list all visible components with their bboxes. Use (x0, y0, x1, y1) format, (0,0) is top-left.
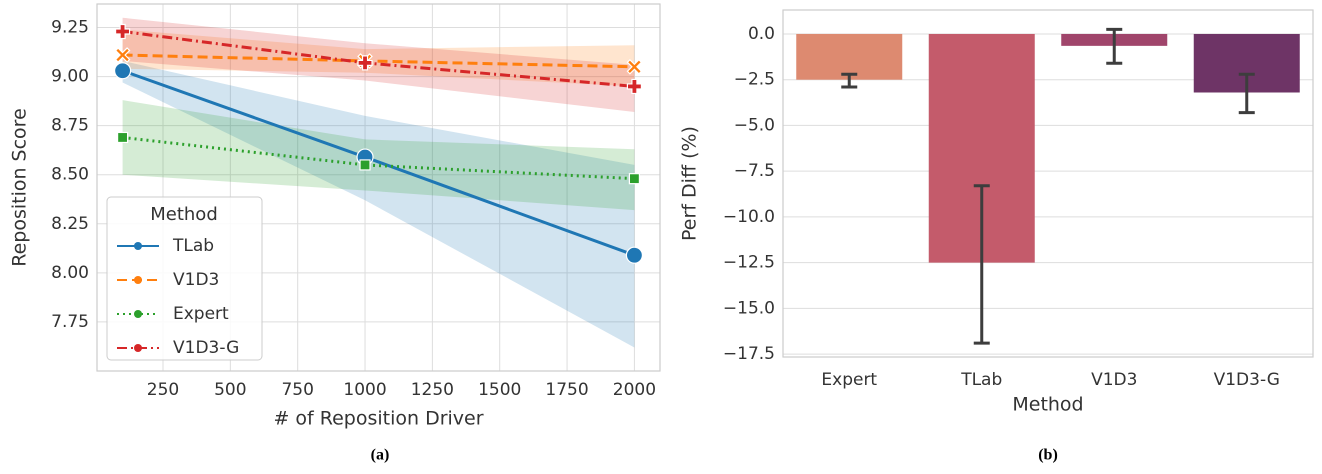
marker (626, 78, 643, 95)
y-tick-label: −2.5 (734, 70, 775, 90)
marker (626, 58, 643, 75)
y-tick-label: 9.00 (51, 67, 89, 87)
x-axis-label: Method (1012, 394, 1083, 416)
marker (359, 159, 371, 171)
y-tick-label: 9.25 (51, 18, 89, 38)
y-tick-label: 8.75 (51, 116, 89, 136)
legend-label: Expert (173, 304, 229, 324)
marker (625, 246, 644, 264)
caption: (b) (1038, 447, 1058, 464)
plot-frame (782, 9, 1314, 358)
legend-label: V1D3 (173, 270, 219, 290)
legend-label: V1D3-G (173, 338, 239, 358)
legend-marker (134, 242, 142, 250)
legend-marker (134, 276, 142, 284)
legend-marker (134, 310, 142, 318)
x-axis-label: # of Reposition Driver (273, 408, 483, 430)
y-axis-label: Reposition Score (9, 108, 31, 267)
y-tick-label: −15.0 (723, 298, 775, 318)
marker (628, 173, 641, 185)
legend-marker (134, 344, 142, 352)
y-tick-label: −12.5 (723, 253, 775, 273)
y-tick-label: −7.5 (734, 161, 775, 181)
y-tick-label: 8.00 (51, 263, 89, 283)
y-tick-label: 8.50 (51, 165, 89, 185)
x-tick-label: 2000 (613, 380, 656, 400)
confidence-band (122, 100, 635, 211)
confidence-band (122, 29, 635, 87)
x-tick-label: Expert (821, 370, 877, 390)
plot-frame (96, 3, 661, 372)
y-tick-label: −17.5 (723, 344, 775, 364)
x-tick-label: 1000 (343, 380, 386, 400)
caption: (a) (371, 447, 390, 464)
marker (114, 23, 131, 40)
y-tick-label: −5.0 (734, 115, 775, 135)
x-tick-label: TLab (960, 370, 1002, 390)
x-tick-label: 1750 (545, 380, 588, 400)
marker (114, 47, 131, 63)
x-tick-label: 1500 (478, 380, 521, 400)
x-tick-label: 250 (147, 380, 179, 400)
bar (796, 33, 903, 80)
y-tick-label: 7.75 (51, 312, 89, 332)
x-tick-label: 750 (281, 380, 313, 400)
x-tick-label: 500 (214, 380, 246, 400)
y-axis-label: Perf Diff (%) (679, 126, 701, 241)
y-tick-label: −10.0 (723, 207, 775, 227)
y-tick-label: 8.25 (51, 214, 89, 234)
confidence-band (122, 17, 635, 112)
confidence-band (122, 60, 635, 348)
x-tick-label: V1D3 (1091, 370, 1137, 390)
marker (116, 131, 129, 144)
x-tick-label: V1D3-G (1214, 370, 1280, 390)
y-tick-label: 0.0 (748, 24, 775, 44)
legend-label: TLab (172, 236, 214, 256)
legend-title: Method (150, 204, 218, 225)
legend-box (106, 196, 263, 361)
x-tick-label: 1250 (411, 380, 454, 400)
marker (113, 62, 132, 80)
marker (357, 55, 373, 71)
